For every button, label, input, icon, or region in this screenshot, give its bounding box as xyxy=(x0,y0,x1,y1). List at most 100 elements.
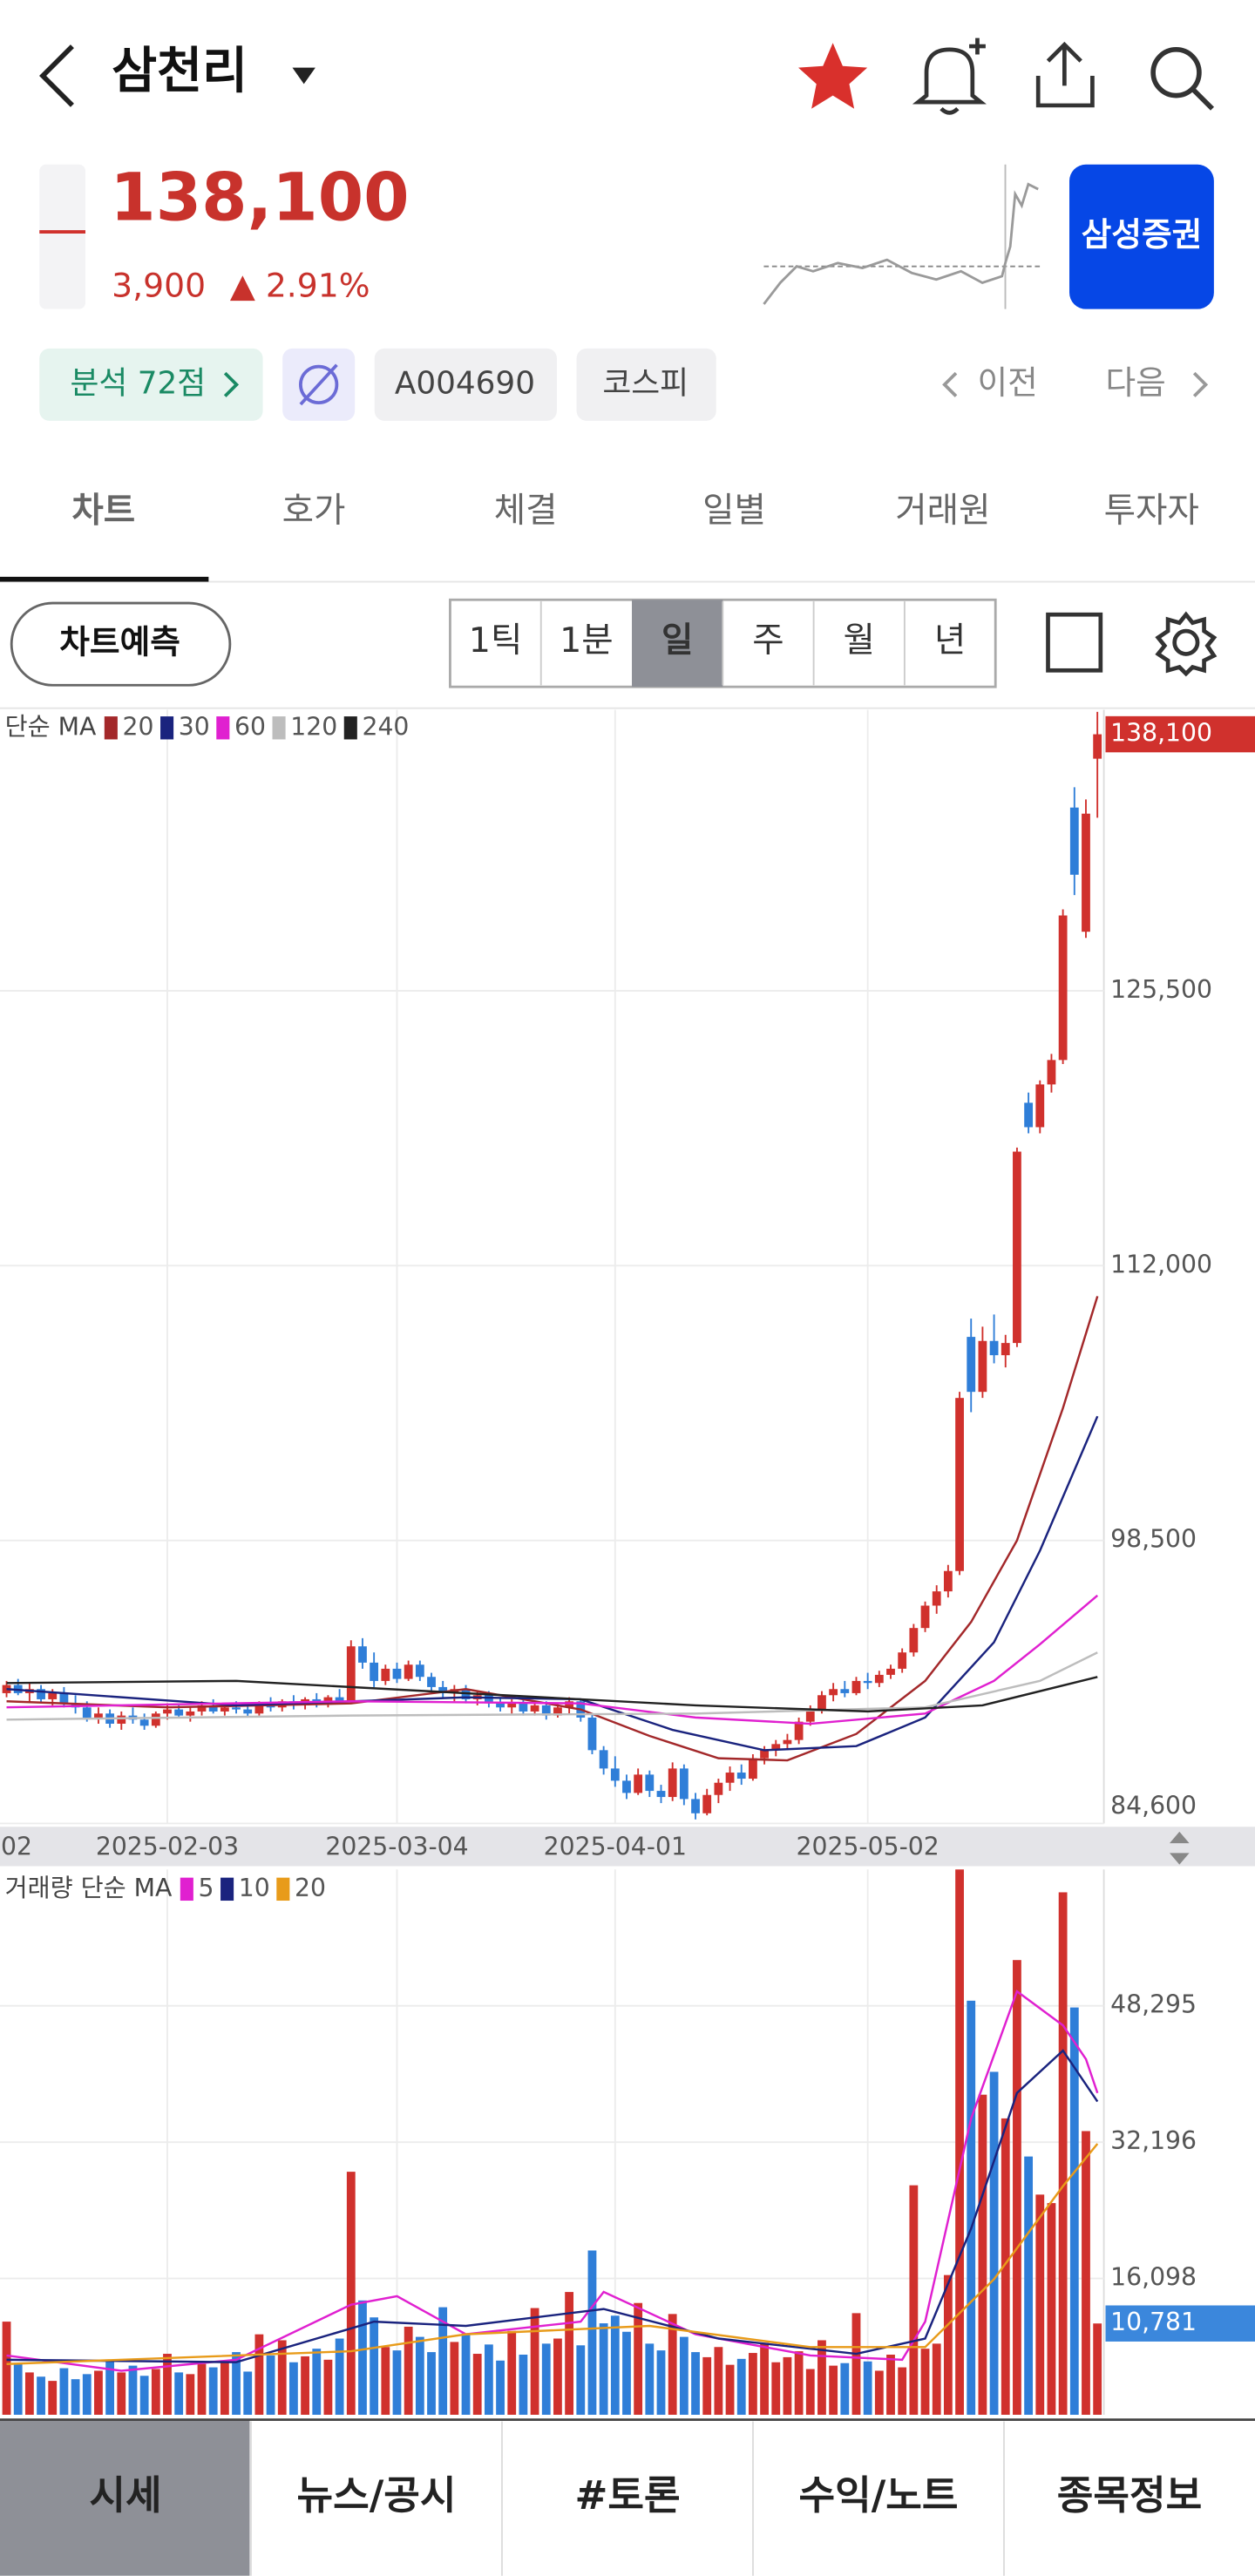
volume-bar xyxy=(817,2340,826,2415)
volume-bar xyxy=(404,2326,413,2415)
candle-body xyxy=(771,1744,781,1751)
period-button[interactable]: 주 xyxy=(752,620,784,661)
price-pane xyxy=(2,711,1102,1820)
volume-bar xyxy=(851,2313,861,2415)
share-icon[interactable] xyxy=(1035,41,1095,108)
volume-bar xyxy=(151,2369,160,2415)
nav-item[interactable]: 수익/노트 xyxy=(799,2472,959,2518)
period-button[interactable]: 년 xyxy=(934,620,966,661)
date-strip xyxy=(0,1827,1255,1867)
volume-bar xyxy=(1024,2156,1034,2415)
ma-line xyxy=(6,1990,1099,2372)
dropdown-icon[interactable] xyxy=(292,67,315,85)
candle-body xyxy=(519,1703,528,1712)
volume-bar xyxy=(243,2371,253,2415)
candle-body xyxy=(955,1398,964,1571)
volume-bar xyxy=(59,2368,69,2415)
volume-bar xyxy=(496,2360,505,2415)
candle-body xyxy=(565,1701,574,1708)
x-tick-label: 2025-04-01 xyxy=(544,1833,687,1861)
volume-bar xyxy=(541,2343,551,2415)
candle-body xyxy=(714,1782,723,1795)
volume-bar xyxy=(163,2354,172,2415)
y-tick-label: 16,098 xyxy=(1110,2263,1197,2292)
volume-bar xyxy=(805,2369,815,2415)
volume-bar xyxy=(13,2363,23,2415)
volume-bar xyxy=(277,2340,287,2415)
next-button[interactable]: 다음 xyxy=(1105,363,1165,402)
last-price-tag xyxy=(1105,715,1255,753)
period-button[interactable]: 월 xyxy=(844,620,875,661)
predict-button[interactable] xyxy=(10,601,232,687)
tab-bar: 차트 호가 체결 일별 거래원 투자자 xyxy=(71,491,1199,531)
candle-body xyxy=(587,1717,597,1751)
candle-body xyxy=(541,1705,551,1716)
stock-name[interactable]: 삼천리 xyxy=(112,44,248,100)
period-button[interactable]: 1틱 xyxy=(469,620,523,661)
volume-bar xyxy=(622,2331,631,2415)
broker-button[interactable] xyxy=(1069,164,1214,309)
period-button[interactable]: 일 xyxy=(661,620,693,661)
candle-body xyxy=(1058,915,1068,1061)
candle-body xyxy=(186,1711,195,1716)
volume-pane xyxy=(2,1869,1102,2415)
candle-body xyxy=(1001,1343,1010,1356)
search-icon[interactable] xyxy=(1150,47,1214,111)
chip-icon xyxy=(299,363,339,406)
tab[interactable]: 투자자 xyxy=(1104,491,1199,531)
nav-item[interactable]: #토론 xyxy=(574,2472,680,2518)
candle-body xyxy=(886,1668,895,1675)
volume-bar xyxy=(117,2372,126,2415)
volume-bar xyxy=(610,2315,620,2415)
broker-label[interactable]: 삼성증권 xyxy=(1082,215,1203,254)
back-button[interactable] xyxy=(39,44,74,107)
candle-body xyxy=(989,1340,999,1356)
prev-button[interactable]: 이전 xyxy=(977,363,1037,402)
layout-icon[interactable] xyxy=(1046,612,1103,673)
period-button[interactable]: 1분 xyxy=(560,620,614,661)
nav-item[interactable]: 시세 xyxy=(89,2472,161,2518)
analysis-chip[interactable] xyxy=(39,348,263,421)
nav-item[interactable]: 종목정보 xyxy=(1057,2472,1202,2518)
volume-bar xyxy=(1082,2131,1090,2415)
candle-body xyxy=(1047,1060,1056,1085)
y-tick-label: 98,500 xyxy=(1110,1525,1197,1554)
tab[interactable]: 체결 xyxy=(494,491,558,531)
volume-bar xyxy=(312,2349,322,2415)
volume-bar xyxy=(898,2367,907,2415)
volume-bar xyxy=(289,2362,298,2415)
volume-bar xyxy=(794,2351,804,2415)
volume-bar xyxy=(507,2330,517,2415)
x-tick-label: 2025-02-03 xyxy=(96,1833,239,1861)
candle-body xyxy=(254,1703,264,1714)
candle-body xyxy=(507,1703,517,1708)
tab[interactable]: 일별 xyxy=(702,491,766,531)
candle-body xyxy=(656,1791,666,1798)
predict-label[interactable]: 차트예측 xyxy=(59,623,180,661)
favorite-star[interactable] xyxy=(798,43,868,109)
settings-icon[interactable] xyxy=(1155,611,1218,677)
volume-bar xyxy=(736,2358,746,2415)
tab[interactable]: 호가 xyxy=(282,491,346,531)
volume-bar xyxy=(874,2370,884,2415)
resize-handle[interactable] xyxy=(1169,1831,1190,1865)
volume-bar xyxy=(783,2356,792,2415)
candle-body xyxy=(163,1709,172,1714)
candle-body xyxy=(151,1713,160,1726)
tab[interactable]: 거래원 xyxy=(895,491,990,531)
volume-bar xyxy=(174,2372,184,2415)
candle-body xyxy=(610,1768,620,1781)
candle-body xyxy=(243,1709,253,1714)
analysis-label[interactable]: 분석 72점 xyxy=(70,365,206,401)
tab[interactable]: 차트 xyxy=(71,491,135,531)
volume-bar xyxy=(370,2317,379,2415)
candle-body xyxy=(484,1695,493,1704)
volume-bar xyxy=(2,2322,11,2415)
candle-body xyxy=(404,1664,413,1679)
candle-body xyxy=(967,1337,976,1393)
ma-line xyxy=(6,1594,1099,1725)
candle-body xyxy=(817,1695,826,1710)
alarm-icon[interactable] xyxy=(912,37,987,115)
candle-body xyxy=(37,1689,45,1699)
nav-item[interactable]: 뉴스/공시 xyxy=(297,2472,457,2518)
